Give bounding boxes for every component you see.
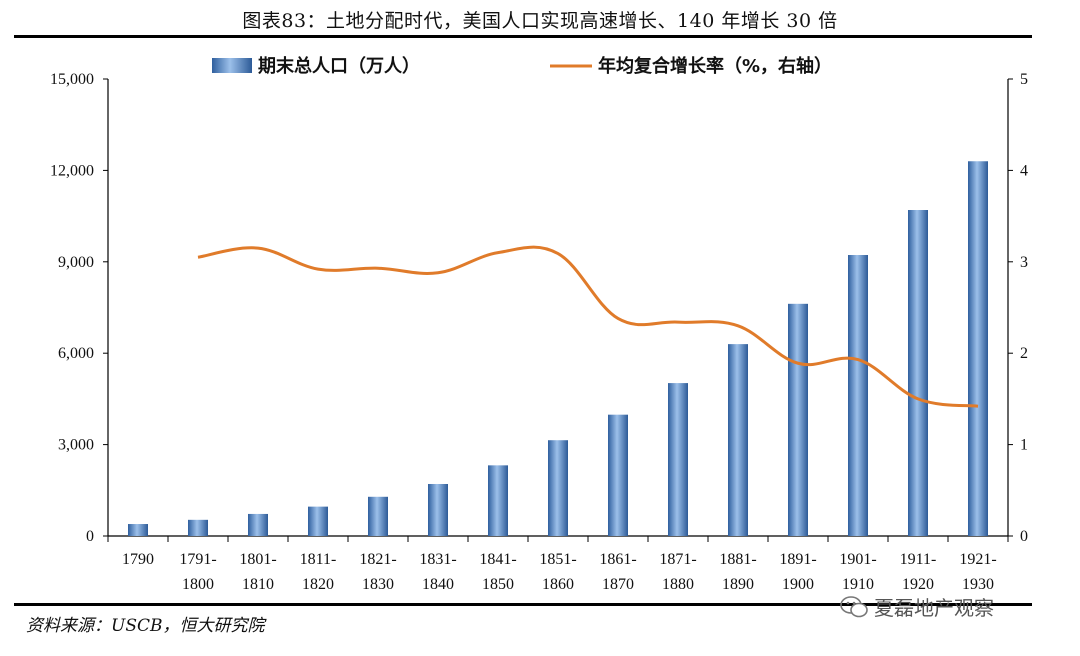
x-tick-label: 1911- [900, 551, 937, 568]
line-growth-rate [197, 245, 979, 408]
bar-population [668, 383, 688, 536]
y-left-tick-label: 6,000 [58, 345, 94, 362]
bar-population [608, 414, 628, 536]
y-left-tick-label: 15,000 [50, 71, 94, 88]
y-right-tick-label: 0 [1020, 528, 1028, 545]
x-tick-label: 1890 [722, 576, 754, 593]
x-tick-label: 1891- [779, 551, 816, 568]
y-right-tick-label: 4 [1020, 162, 1028, 179]
x-tick-label: 1841- [479, 551, 516, 568]
bar-population [848, 255, 868, 537]
legend-line-label: 年均复合增长率（%，右轴） [598, 55, 832, 77]
y-right-tick-label: 2 [1020, 345, 1028, 362]
chart-title: 图表83：土地分配时代，美国人口实现高速增长、140 年增长 30 倍 [242, 10, 838, 32]
y-right-tick-label: 3 [1020, 254, 1028, 271]
x-tick-label: 1790 [122, 551, 154, 568]
y-left-tick-label: 9,000 [58, 254, 94, 271]
y-left-tick-label: 0 [86, 528, 94, 545]
source-note: 资料来源：USCB，恒大研究院 [26, 616, 265, 636]
x-tick-label: 1850 [482, 576, 514, 593]
wechat-icon [840, 595, 868, 617]
x-tick-label: 1820 [302, 576, 334, 593]
legend-bar-swatch [212, 58, 252, 73]
bar-population [968, 161, 988, 536]
bar-population [188, 519, 208, 536]
bottom-rule [14, 603, 1032, 606]
x-tick-label: 1840 [422, 576, 454, 593]
x-tick-label: 1830 [362, 576, 394, 593]
legend-bar-label: 期末总人口（万人） [258, 55, 420, 77]
x-tick-label: 1810 [242, 576, 274, 593]
bar-population [788, 303, 808, 536]
x-tick-label: 1871- [659, 551, 696, 568]
x-tick-label: 1921- [959, 551, 996, 568]
x-tick-label: 1880 [662, 576, 694, 593]
watermark: 夏磊地产观察 [840, 592, 994, 621]
x-tick-label: 1851- [539, 551, 576, 568]
bar-population [548, 440, 568, 536]
x-tick-label: 1800 [182, 576, 214, 593]
watermark-text: 夏磊地产观察 [874, 596, 994, 620]
x-tick-label: 1831- [419, 551, 456, 568]
top-rule [14, 35, 1032, 38]
x-tick-label: 1821- [359, 551, 396, 568]
x-tick-label: 1910 [842, 576, 874, 593]
x-tick-label: 1901- [839, 551, 876, 568]
bar-population [308, 506, 328, 536]
x-tick-label: 1791- [179, 551, 216, 568]
y-left-tick-label: 3,000 [58, 437, 94, 454]
x-tick-label: 1920 [902, 576, 934, 593]
bar-population [248, 513, 268, 536]
bar-population [488, 465, 508, 536]
bar-population [908, 210, 928, 537]
bar-population [128, 524, 148, 536]
x-tick-label: 1930 [962, 576, 994, 593]
chart: 0 3,000 6,000 9,000 12,000 15,000 0 1 2 3 4 5 1790 1… [50, 55, 1028, 593]
x-tick-label: 1900 [782, 576, 814, 593]
bar-population [368, 496, 388, 536]
y-right-tick-label: 1 [1020, 437, 1028, 454]
x-tick-label: 1861- [599, 551, 636, 568]
x-tick-label: 1860 [542, 576, 574, 593]
x-tick-label: 1870 [602, 576, 634, 593]
y-right-tick-label: 5 [1020, 71, 1028, 88]
x-tick-label: 1801- [239, 551, 276, 568]
y-left-tick-label: 12,000 [50, 162, 94, 179]
x-tick-label: 1881- [719, 551, 756, 568]
bar-population [728, 344, 748, 536]
bar-population [428, 483, 448, 536]
x-tick-label: 1811- [300, 551, 337, 568]
